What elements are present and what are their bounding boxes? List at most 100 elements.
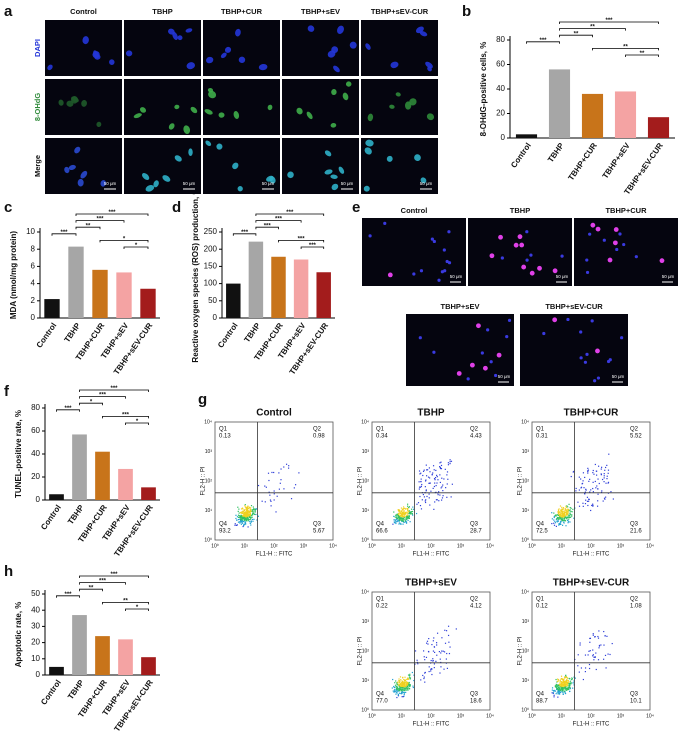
cell (442, 248, 446, 252)
event-dot (559, 511, 561, 513)
event-dot (557, 688, 560, 690)
x-tick-label: 10¹ (558, 543, 566, 549)
event-dot (559, 505, 562, 507)
event-dot (396, 684, 398, 686)
event-dot (251, 514, 253, 516)
panel-letter: f (4, 383, 10, 400)
micro-image (203, 20, 280, 76)
image-label: TBHP+sEV (441, 302, 480, 311)
event-dot (555, 678, 557, 681)
event-dot (393, 689, 396, 691)
event-dot (393, 685, 395, 688)
cell (456, 371, 462, 376)
cell (204, 109, 213, 115)
event-dot (433, 485, 436, 488)
event-dot (560, 683, 563, 685)
x-axis-label: FL1-H :: FITC (413, 722, 450, 728)
x-tick-label: TBHP (66, 503, 86, 527)
event-dot (595, 487, 597, 489)
quadrant-value: 5.52 (630, 434, 642, 440)
event-dot (409, 677, 412, 679)
significance-label: *** (241, 230, 249, 236)
significance-label: *** (122, 412, 130, 418)
event-dot (592, 481, 594, 483)
event-dot (244, 511, 246, 513)
event-dot (569, 513, 571, 515)
event-dot (562, 679, 565, 681)
x-tick-label: 10³ (457, 543, 465, 549)
event-dot (425, 489, 427, 491)
event-dot (276, 495, 278, 497)
plot-frame (371, 421, 491, 541)
quadrant-name: Q3 (313, 522, 322, 528)
cell (593, 379, 597, 383)
event-dot (573, 517, 575, 519)
event-dot (245, 513, 247, 515)
event-dot (563, 682, 565, 684)
event-dot (597, 659, 600, 661)
event-dot (567, 516, 569, 518)
event-dot (434, 651, 436, 654)
event-dot (400, 507, 403, 509)
event-dot (400, 523, 402, 525)
cell (177, 35, 183, 41)
event-dot (584, 502, 587, 505)
column-header: TBHP+sEV (301, 7, 340, 16)
cell (331, 46, 339, 54)
event-dot (565, 681, 567, 683)
event-dot (559, 683, 561, 685)
event-dot (394, 691, 396, 693)
cell (496, 352, 502, 358)
event-dot (560, 678, 562, 680)
cell (513, 242, 519, 248)
scale-bar-label: 50 μm (183, 181, 196, 186)
x-tick-label: 10¹ (398, 543, 406, 549)
event-dot (407, 508, 409, 510)
cell (68, 164, 76, 170)
event-dot (398, 523, 400, 525)
event-dot (565, 525, 567, 527)
cell (426, 113, 435, 121)
event-dot (406, 684, 408, 686)
event-dot (605, 496, 607, 498)
event-dot (236, 519, 238, 521)
event-dot (607, 481, 610, 483)
event-dot (566, 685, 568, 687)
significance-label: * (135, 243, 138, 249)
y-tick-label: 10⁴ (521, 419, 529, 425)
event-dot (589, 637, 591, 640)
quadrant-value: 0.22 (376, 604, 388, 610)
event-dot (561, 506, 563, 508)
event-dot (556, 518, 558, 520)
event-dot (242, 515, 245, 517)
event-dot (251, 510, 253, 512)
y-tick-label: 4 (31, 279, 36, 288)
event-dot (563, 690, 566, 692)
cell (96, 121, 102, 127)
cell (139, 107, 147, 113)
event-dot (433, 477, 436, 480)
event-dot (553, 516, 555, 519)
event-dot (598, 482, 600, 485)
event-dot (424, 501, 427, 504)
cell (58, 99, 64, 106)
event-dot (564, 516, 566, 518)
event-dot (553, 519, 555, 521)
significance-label: *** (99, 393, 107, 399)
event-dot (244, 505, 246, 507)
significance-label: *** (605, 18, 613, 24)
scale-bar-label: 50 μm (662, 274, 675, 279)
quadrant-value: 4.43 (470, 434, 482, 440)
event-dot (446, 652, 448, 655)
event-dot (248, 514, 250, 516)
event-dot (246, 513, 248, 515)
event-dot (393, 691, 395, 693)
event-dot (406, 517, 408, 519)
event-dot (584, 476, 586, 479)
significance-label: *** (60, 230, 68, 236)
event-dot (399, 509, 401, 512)
event-dot (406, 687, 408, 690)
cell (324, 150, 332, 157)
cell (560, 254, 564, 258)
event-dot (243, 513, 246, 516)
